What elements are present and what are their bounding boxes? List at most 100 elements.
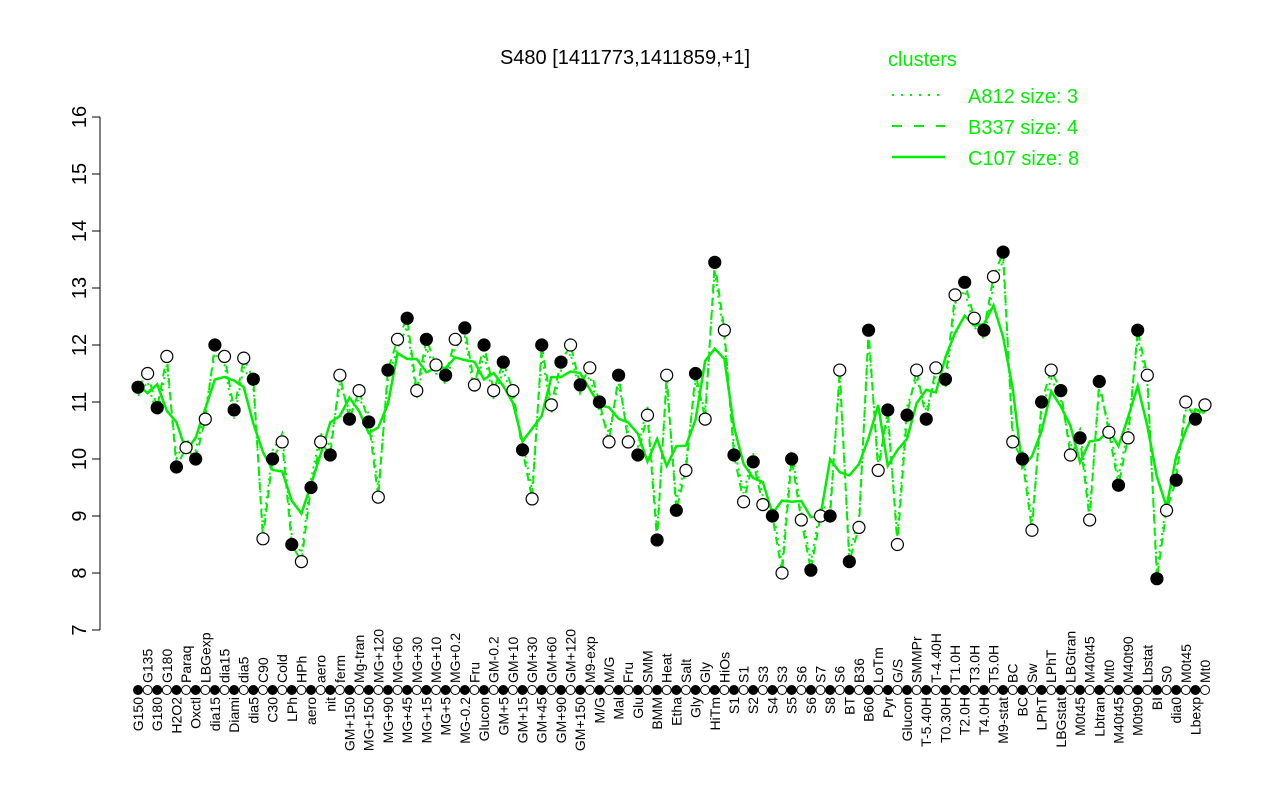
x-tick-label: G180 <box>159 649 175 683</box>
data-point <box>169 460 184 474</box>
data-point <box>650 533 664 547</box>
x-tick-label: LBGstat <box>1053 697 1069 748</box>
data-point <box>265 452 280 466</box>
line-a812 <box>137 260 1206 571</box>
data-point <box>1198 398 1212 412</box>
legend-entry-a812: A812 size: 3 <box>968 86 1078 108</box>
x-tick-label: Gly <box>688 697 704 718</box>
x-marker <box>661 685 672 695</box>
data-point <box>1083 513 1097 527</box>
x-marker <box>488 685 499 695</box>
x-marker <box>209 685 220 695</box>
x-tick-label: dia5 <box>245 697 261 724</box>
x-tick-label: S5 <box>784 697 800 714</box>
x-marker <box>1046 685 1057 695</box>
y-tick-label: 12 <box>69 334 91 356</box>
x-marker <box>286 685 297 695</box>
x-tick-label: S6 <box>803 697 819 714</box>
x-marker <box>382 685 393 695</box>
x-tick-label: S3 <box>755 666 771 683</box>
x-tick-label: S6 <box>832 666 848 683</box>
x-tick-label: GM-0.2 <box>486 636 502 683</box>
x-marker <box>652 685 663 695</box>
x-tick-label: M40t45 <box>1110 697 1126 744</box>
x-tick-label: Heat <box>659 653 675 683</box>
x-marker <box>805 685 816 695</box>
series-lines <box>137 251 1206 579</box>
data-point <box>333 368 347 382</box>
x-marker <box>978 685 989 695</box>
data-point <box>1073 431 1087 445</box>
data-point <box>679 463 693 477</box>
x-axis: G150G135G180G180H2O2ParaqOxctlLBGexpdia1… <box>130 629 1213 751</box>
data-point <box>1034 395 1049 409</box>
x-marker <box>873 685 884 695</box>
x-marker <box>796 685 807 695</box>
data-point <box>179 441 193 455</box>
x-marker <box>575 685 586 695</box>
x-tick-label: Gly <box>697 662 713 683</box>
x-tick-label: dia0 <box>1168 697 1184 724</box>
legend-title: clusters <box>888 49 957 71</box>
data-point <box>352 384 366 398</box>
data-point <box>631 448 645 462</box>
x-tick-label: T-5.40H <box>918 697 934 747</box>
x-marker <box>594 685 605 695</box>
x-marker <box>613 685 624 695</box>
x-tick-label: LoTm <box>870 647 886 683</box>
data-point <box>794 513 808 527</box>
x-marker <box>498 685 509 695</box>
x-marker <box>325 685 336 695</box>
x-marker <box>363 685 374 695</box>
y-tick-label: 11 <box>69 392 91 413</box>
x-tick-label: M0t45 <box>1178 644 1194 683</box>
x-tick-label: GM+15 <box>515 697 531 744</box>
x-marker <box>411 685 422 695</box>
data-point <box>217 349 232 363</box>
x-tick-label: M/G <box>591 697 607 723</box>
x-tick-label: MG+15 <box>418 697 434 744</box>
x-marker <box>402 685 413 695</box>
data-point <box>621 435 635 449</box>
y-tick-label: 15 <box>69 163 91 185</box>
x-tick-label: Diami <box>226 697 242 733</box>
x-tick-label: Salt <box>678 659 694 683</box>
x-marker <box>334 685 345 695</box>
x-tick-label: MG+10 <box>428 636 444 683</box>
x-tick-label: S3 <box>774 666 790 683</box>
x-marker <box>1161 685 1172 695</box>
x-tick-label: MG+120 <box>370 629 386 683</box>
x-marker <box>930 685 941 695</box>
data-point <box>842 554 856 569</box>
x-tick-label: S8 <box>822 697 838 714</box>
x-marker <box>882 685 893 695</box>
x-tick-label: Lbtran <box>1091 697 1107 737</box>
data-point <box>958 275 972 289</box>
x-tick-label: SMM <box>639 650 655 683</box>
x-marker <box>728 685 739 695</box>
data-point <box>688 366 703 381</box>
x-marker <box>950 685 961 695</box>
x-marker <box>1142 685 1153 695</box>
x-marker <box>257 685 268 695</box>
x-tick-label: dia15 <box>217 649 233 683</box>
data-point <box>275 435 289 449</box>
data-point <box>1121 431 1135 445</box>
x-marker <box>1026 685 1037 695</box>
x-marker <box>277 685 288 695</box>
x-tick-label: Mal <box>611 697 627 720</box>
data-point <box>1054 384 1068 398</box>
data-point <box>477 338 491 352</box>
x-tick-label: MG+60 <box>390 636 406 683</box>
x-tick-label: BI <box>1149 697 1165 710</box>
x-tick-label: Fru <box>620 662 636 683</box>
x-tick-label: M0t90 <box>1130 697 1146 736</box>
x-marker <box>604 685 615 695</box>
x-marker <box>777 685 788 695</box>
x-tick-label: GM+150 <box>572 697 588 751</box>
x-marker <box>1055 685 1066 695</box>
data-point <box>237 351 251 365</box>
data-point <box>198 412 212 426</box>
data-point <box>458 321 472 335</box>
x-marker <box>1036 685 1047 695</box>
